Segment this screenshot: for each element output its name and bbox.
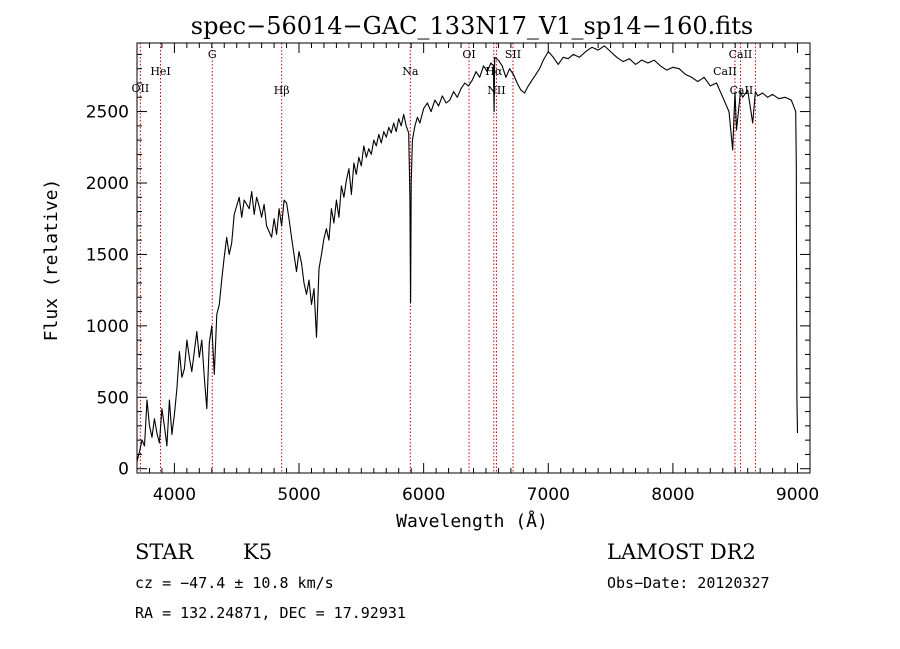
- y-axis-title: Flux (relative): [41, 179, 62, 342]
- redshift-velocity: cz = −47.4 ± 10.8 km/s: [135, 574, 334, 592]
- sky-coordinates: RA = 132.24871, DEC = 17.92931: [135, 604, 406, 622]
- line-label: HeI: [150, 65, 170, 78]
- chart-title: spec−56014−GAC_133N17_V1_sp14−160.fits: [191, 12, 753, 40]
- line-label: SII: [505, 48, 521, 61]
- line-label: CaII: [713, 65, 737, 78]
- plot-frame: [136, 42, 811, 474]
- line-label: Hβ: [274, 84, 290, 97]
- x-tick-label: 5000: [277, 485, 320, 505]
- line-label: OII: [132, 82, 150, 95]
- axis-ticks: 4000 5000 6000 7000 8000 9000 0 500 1000 1500 2000…: [86, 43, 819, 505]
- x-tick-label: 9000: [776, 485, 819, 505]
- x-tick-label: 8000: [651, 485, 694, 505]
- x-axis-title: Wavelength (Å): [396, 510, 548, 532]
- line-label: G: [208, 48, 217, 61]
- line-label: Na: [402, 65, 419, 78]
- line-label: OI: [462, 48, 475, 61]
- x-tick-label: 7000: [527, 485, 570, 505]
- y-tick-label: 1000: [86, 317, 129, 337]
- y-tick-label: 0: [118, 460, 129, 480]
- line-markers: [139, 43, 756, 473]
- y-tick-label: 1500: [86, 245, 129, 265]
- y-tick-label: 2000: [86, 174, 129, 194]
- object-class: STAR: [135, 540, 194, 564]
- line-label: NII: [487, 84, 505, 97]
- object-subclass: K5: [243, 540, 273, 564]
- spectrum-line: [136, 45, 799, 462]
- observation-date: Obs−Date: 20120327: [607, 574, 770, 592]
- y-tick-label: 2500: [86, 103, 129, 123]
- x-tick-label: 6000: [402, 485, 445, 505]
- y-tick-label: 500: [97, 388, 129, 408]
- line-label: CaII: [729, 48, 753, 61]
- survey-name: LAMOST DR2: [607, 540, 756, 564]
- x-tick-label: 4000: [153, 485, 196, 505]
